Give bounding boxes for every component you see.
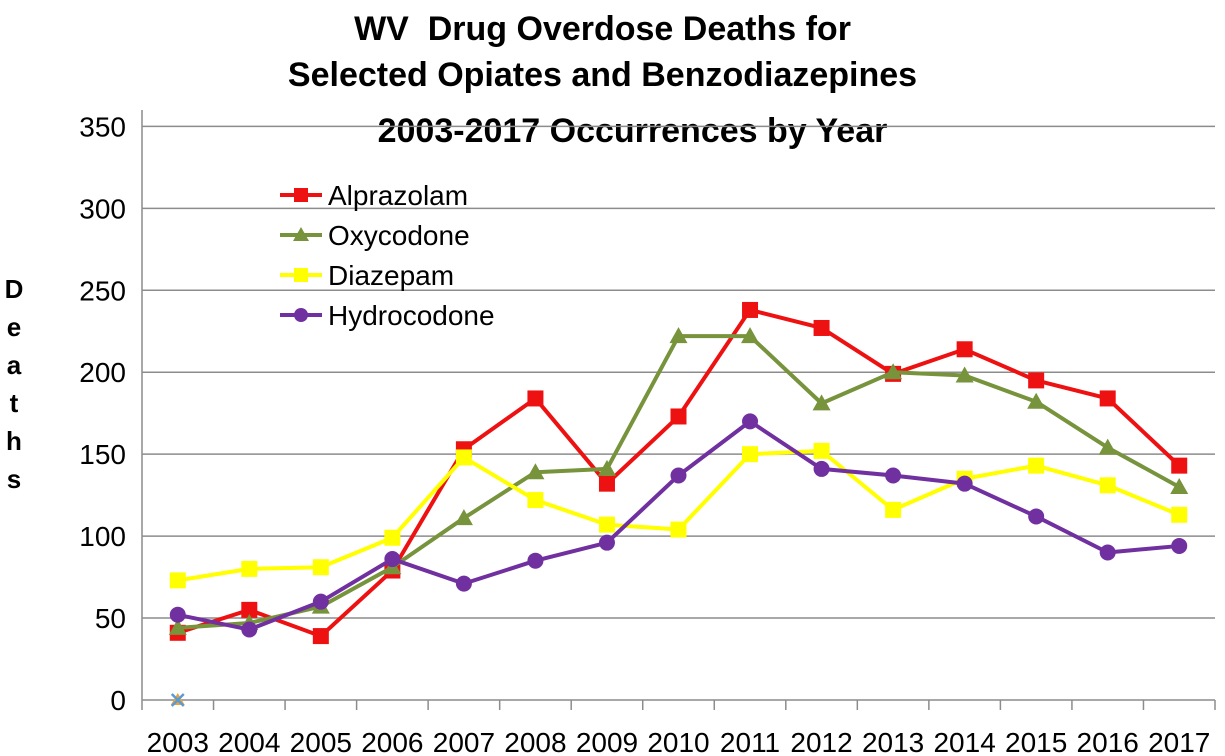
data-point-diazepam [384, 529, 401, 546]
x-tick-label: 2005 [290, 727, 352, 756]
data-point-oxycodone [454, 509, 473, 526]
data-point-alprazolam [813, 319, 830, 336]
chart-title-line-1: WV Drug Overdose Deaths for [354, 10, 851, 48]
data-point-oxycodone [597, 459, 616, 476]
data-point-oxycodone [1098, 438, 1117, 455]
data-point-hydrocodone [455, 575, 472, 592]
legend-label-diazepam: Diazepam [328, 260, 454, 291]
legend-label-alprazolam: Alprazolam [328, 180, 468, 211]
data-point-hydrocodone [1099, 544, 1116, 561]
data-point-hydrocodone [1171, 537, 1188, 554]
data-point-oxycodone [669, 327, 688, 344]
data-point-alprazolam [527, 390, 544, 407]
x-tick-label: 2016 [1077, 727, 1139, 756]
x-tick-label: 2011 [720, 727, 780, 756]
data-point-alprazolam [742, 301, 759, 318]
y-tick-label: 150 [79, 439, 126, 470]
data-point-alprazolam [1028, 372, 1045, 389]
y-tick-label: 100 [79, 521, 126, 552]
data-point-alprazolam [1171, 457, 1188, 474]
data-point-oxycodone [1027, 392, 1046, 409]
y-tick-label: 300 [79, 193, 126, 224]
data-point-alprazolam [956, 341, 973, 358]
y-axis-label-letter: e [6, 312, 22, 342]
x-tick-label: 2015 [1005, 727, 1067, 756]
data-point-alprazolam [598, 475, 615, 492]
data-point-oxycodone [168, 618, 187, 635]
y-axis-label-letter: h [6, 426, 22, 456]
data-point-oxycodone [884, 363, 903, 380]
x-tick-label: 2006 [361, 727, 423, 756]
data-point-hydrocodone [813, 460, 830, 477]
data-point-alprazolam [312, 628, 329, 645]
y-tick-label: 50 [95, 603, 126, 634]
data-point-diazepam [1028, 457, 1045, 474]
data-point-oxycodone [1170, 477, 1189, 494]
data-point-oxycodone [812, 394, 831, 411]
y-tick-label: 250 [79, 275, 126, 306]
data-point-hydrocodone [312, 593, 329, 610]
data-point-diazepam [1171, 506, 1188, 523]
x-tick-label: 2007 [433, 727, 495, 756]
legend-marker-oxycodone [293, 227, 309, 241]
chart-title-line-2: Selected Opiates and Benzodiazepines [287, 56, 918, 94]
data-point-diazepam [241, 560, 258, 577]
data-point-hydrocodone [885, 467, 902, 484]
y-tick-label: 200 [79, 357, 126, 388]
data-point-hydrocodone [527, 552, 544, 569]
data-point-diazepam [1099, 477, 1116, 494]
data-point-alprazolam [241, 601, 258, 618]
data-point-oxycodone [526, 463, 545, 480]
data-point-diazepam [598, 516, 615, 533]
y-tick-label: 0 [110, 685, 126, 716]
x-tick-label: 2012 [790, 727, 852, 756]
data-point-hydrocodone [742, 413, 759, 430]
data-point-oxycodone [741, 327, 760, 344]
data-point-oxycodone [955, 366, 974, 383]
y-tick-label: 350 [79, 111, 126, 142]
data-point-hydrocodone [956, 475, 973, 492]
x-tick-label: 2008 [504, 727, 566, 756]
data-point-hydrocodone [670, 467, 687, 484]
data-point-diazepam [455, 449, 472, 466]
y-axis-label-letter: D [4, 274, 24, 304]
chart-title-line-3: 2003-2017 Occurrences by Year [377, 112, 888, 150]
legend-label-oxycodone: Oxycodone [328, 220, 470, 251]
legend-label-hydrocodone: Hydrocodone [328, 300, 495, 331]
x-tick-label: 2017 [1148, 727, 1210, 756]
x-tick-label: 2010 [647, 727, 709, 756]
x-tick-label: 2009 [576, 727, 638, 756]
x-tick-label: 2004 [218, 727, 280, 756]
data-point-diazepam [885, 501, 902, 518]
legend-marker-hydrocodone [294, 308, 308, 322]
legend-marker-diazepam [294, 268, 308, 282]
data-point-hydrocodone [598, 534, 615, 551]
data-point-diazepam [742, 446, 759, 463]
data-point-hydrocodone [241, 621, 258, 638]
data-point-diazepam [527, 492, 544, 509]
data-point-alprazolam [670, 408, 687, 425]
y-axis-label-letter: s [6, 464, 22, 494]
y-axis-label-letter: t [9, 388, 19, 418]
data-point-hydrocodone [1028, 508, 1045, 525]
data-point-diazepam [169, 572, 186, 589]
x-tick-label: 2003 [147, 727, 209, 756]
data-point-diazepam [670, 521, 687, 538]
x-tick-label: 2014 [933, 727, 995, 756]
data-point-hydrocodone [384, 551, 401, 568]
legend-marker-alprazolam [294, 188, 308, 202]
data-point-alprazolam [1099, 390, 1116, 407]
x-tick-label: 2013 [862, 727, 924, 756]
data-point-diazepam [312, 559, 329, 576]
y-axis-label-letter: a [6, 350, 22, 380]
data-point-hydrocodone [169, 606, 186, 623]
data-point-extra [170, 693, 185, 707]
data-point-diazepam [813, 442, 830, 459]
